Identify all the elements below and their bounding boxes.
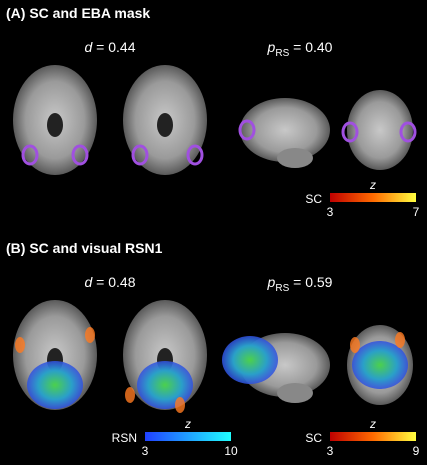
- colorbar-unit: z: [184, 417, 191, 431]
- colorbar-label: SC: [305, 431, 322, 445]
- activation: [399, 121, 417, 143]
- colorbar-min: 3: [327, 205, 334, 219]
- ventricle: [47, 113, 63, 137]
- network: [352, 341, 408, 389]
- stat: d = 0.48: [85, 274, 136, 290]
- colorbar-min: 3: [142, 444, 149, 458]
- activation: [85, 327, 95, 343]
- colorbar: [330, 432, 416, 441]
- panel-title: (B) SC and visual RSN1: [6, 240, 163, 256]
- stat-symbol: d: [85, 274, 94, 290]
- colorbar-max: 10: [224, 444, 238, 458]
- colorbar-max: 7: [413, 205, 420, 219]
- colorbar-label: SC: [305, 192, 322, 206]
- cerebellum: [277, 383, 313, 403]
- stat-symbol: d: [85, 39, 94, 55]
- colorbar: [330, 193, 416, 202]
- stat-value: = 0.44: [92, 39, 135, 55]
- activation: [175, 397, 185, 413]
- stat-symbol: p: [267, 39, 276, 55]
- cerebellum: [277, 148, 313, 168]
- stat-value: = 0.40: [289, 39, 332, 55]
- activation: [21, 144, 39, 166]
- sagittal-slice: [240, 98, 330, 162]
- network: [137, 361, 193, 409]
- stat: pRS = 0.59: [267, 274, 333, 294]
- network: [222, 336, 278, 384]
- stat-value: = 0.59: [289, 274, 332, 290]
- stat-value: = 0.48: [92, 274, 135, 290]
- colorbar-max: 9: [413, 444, 420, 458]
- colorbar-unit: z: [369, 178, 376, 192]
- activation: [395, 332, 405, 348]
- activation: [71, 144, 89, 166]
- activation: [125, 387, 135, 403]
- panel-title: (A) SC and EBA mask: [6, 5, 150, 21]
- stat: pRS = 0.40: [267, 39, 333, 59]
- coronal-slice: [347, 90, 413, 170]
- colorbar-unit: z: [369, 417, 376, 431]
- stat: d = 0.44: [85, 39, 136, 55]
- activation: [238, 119, 256, 141]
- activation: [131, 144, 149, 166]
- activation: [15, 337, 25, 353]
- panel: (A) SC and EBA mask d = 0.44 pRS = 0.40 SC z…: [6, 5, 420, 219]
- colorbar-label: RSN: [112, 431, 137, 445]
- network: [27, 361, 83, 409]
- activation: [186, 144, 204, 166]
- stat-subscript: RS: [275, 283, 289, 294]
- colorbar: [145, 432, 231, 441]
- activation: [350, 337, 360, 353]
- stat-symbol: p: [267, 274, 276, 290]
- colorbar-min: 3: [327, 444, 334, 458]
- ventricle: [157, 113, 173, 137]
- panel: (B) SC and visual RSN1 d = 0.48 pRS = 0.59…: [6, 240, 420, 458]
- activation: [341, 121, 359, 143]
- stat-subscript: RS: [275, 48, 289, 59]
